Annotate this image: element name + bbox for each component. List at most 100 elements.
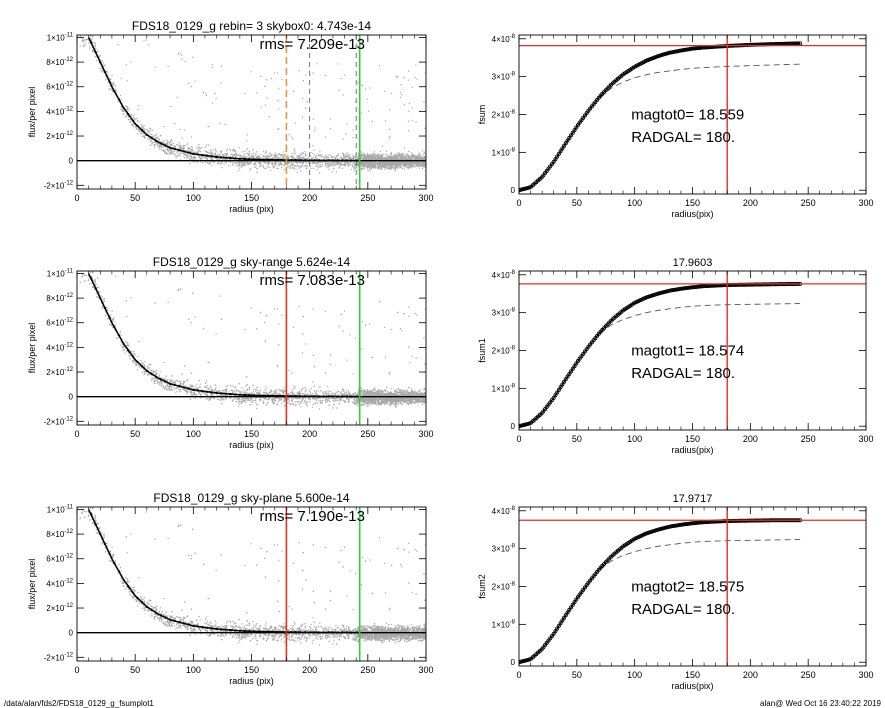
- scatter-point: [384, 153, 387, 156]
- scatter-point: [349, 156, 351, 158]
- scatter-point: [342, 154, 344, 157]
- scatter-point: [414, 76, 416, 79]
- scatter-point: [340, 159, 342, 161]
- scatter-point: [185, 154, 187, 156]
- scatter-point: [375, 154, 377, 156]
- scatter-point: [377, 153, 379, 156]
- scatter-point: [182, 144, 185, 147]
- x-tick-label: 200: [302, 193, 317, 203]
- scatter-point: [300, 166, 302, 168]
- scatter-point: [208, 163, 210, 165]
- scatter-point: [363, 156, 366, 158]
- scatter-point: [288, 133, 290, 135]
- scatter-point: [365, 155, 367, 157]
- scatter-point: [383, 163, 386, 165]
- scatter-point: [181, 148, 183, 150]
- scatter-point: [301, 162, 304, 164]
- scatter-point: [311, 157, 313, 159]
- profile-marker: [271, 158, 274, 161]
- scatter-point: [292, 164, 294, 166]
- scatter-point: [265, 168, 267, 170]
- scatter-point: [208, 156, 210, 158]
- scatter-point: [241, 165, 243, 167]
- scatter-point: [258, 394, 261, 396]
- scatter-point: [273, 163, 276, 165]
- scatter-point: [338, 89, 340, 91]
- scatter-point: [215, 151, 217, 153]
- scatter-point: [297, 158, 299, 160]
- scatter-point: [337, 63, 339, 65]
- scatter-point: [321, 165, 323, 168]
- scatter-point: [412, 161, 414, 163]
- scatter-point: [278, 153, 281, 155]
- scatter-point: [326, 158, 328, 160]
- scatter-point: [337, 154, 340, 156]
- scatter-point: [217, 158, 219, 161]
- scatter-point: [403, 168, 405, 170]
- scatter-point: [198, 159, 201, 161]
- scatter-point: [295, 165, 297, 167]
- scatter-point: [347, 162, 349, 164]
- scatter-point: [324, 161, 326, 163]
- scatter-point: [264, 152, 267, 155]
- scatter-point: [177, 144, 179, 146]
- scatter-point: [222, 158, 224, 160]
- scatter-point: [361, 160, 363, 163]
- scatter-point: [364, 159, 366, 161]
- scatter-point: [390, 163, 392, 165]
- scatter-point: [415, 402, 417, 404]
- scatter-point: [188, 148, 190, 150]
- scatter-point: [201, 157, 204, 159]
- scatter-point: [168, 388, 170, 391]
- scatter-point: [161, 141, 163, 143]
- scatter-point: [373, 164, 376, 166]
- scatter-point: [300, 170, 302, 172]
- scatter-point: [250, 161, 252, 163]
- scatter-point: [384, 168, 386, 170]
- scatter-point: [280, 164, 282, 166]
- scatter-point: [211, 66, 213, 69]
- scatter-point: [372, 157, 374, 159]
- scatter-point: [399, 153, 401, 156]
- scatter-point: [273, 156, 276, 158]
- scatter-point: [272, 154, 275, 156]
- scatter-point: [168, 152, 170, 154]
- scatter-point: [370, 164, 372, 167]
- scatter-point: [316, 157, 318, 160]
- scatter-point: [254, 397, 257, 400]
- scatter-point: [411, 161, 413, 164]
- scatter-point: [379, 158, 381, 160]
- scatter-point: [193, 152, 195, 154]
- scatter-point: [284, 161, 286, 163]
- scatter-point: [315, 390, 318, 393]
- scatter-point: [246, 134, 248, 136]
- scatter-point: [291, 136, 293, 138]
- scatter-point: [342, 94, 344, 96]
- scatter-point: [350, 163, 352, 166]
- scatter-point: [221, 167, 223, 169]
- scatter-point: [401, 163, 403, 165]
- scatter-point: [402, 161, 404, 164]
- scatter-point: [234, 155, 237, 158]
- scatter-point: [179, 147, 181, 149]
- scatter-point: [197, 161, 199, 163]
- profile-marker: [220, 156, 223, 159]
- scatter-point: [406, 162, 408, 164]
- growth-marker: [551, 159, 556, 164]
- scatter-point: [395, 405, 397, 408]
- scatter-point: [412, 153, 415, 156]
- scatter-point: [147, 132, 149, 134]
- scatter-point: [260, 162, 262, 165]
- growth-marker: [666, 51, 671, 56]
- scatter-point: [138, 130, 140, 132]
- scatter-point: [370, 159, 373, 161]
- scatter-point: [181, 54, 183, 56]
- growth-marker: [664, 51, 669, 56]
- scatter-point: [148, 127, 150, 129]
- scatter-point: [102, 70, 105, 72]
- scatter-point: [101, 71, 103, 73]
- scatter-point: [308, 157, 310, 159]
- scatter-point: [149, 133, 152, 135]
- scatter-point: [267, 155, 269, 157]
- scatter-point: [158, 138, 161, 140]
